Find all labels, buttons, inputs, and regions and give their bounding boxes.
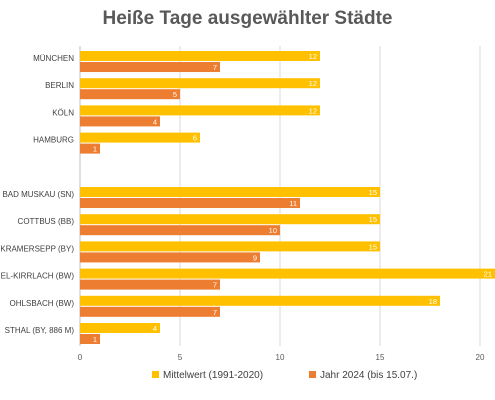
bar-jahr-2024	[80, 279, 220, 290]
category-label: EL-KIRRLACH (BW)	[1, 272, 75, 281]
data-label: 7	[213, 63, 217, 72]
data-label: 12	[309, 106, 317, 115]
category-label: MÜNCHEN	[33, 54, 74, 63]
x-tick-label: 0	[78, 353, 83, 362]
legend-label: Jahr 2024 (bis 15.07.)	[320, 370, 417, 381]
bar-mittelwert	[80, 268, 495, 279]
category-label: KÖLN	[52, 108, 74, 117]
bar-jahr-2024	[80, 198, 300, 208]
data-label: 12	[309, 52, 317, 61]
bar-jahr-2024	[80, 334, 100, 344]
data-label: 7	[213, 308, 217, 317]
data-label: 1	[93, 335, 97, 344]
bar-mittelwert	[80, 241, 380, 252]
legend-label: Mittelwert (1991-2020)	[163, 370, 263, 381]
data-label: 5	[173, 90, 177, 99]
data-label: 1	[93, 145, 97, 154]
x-tick-label: 20	[476, 353, 485, 362]
bar-jahr-2024	[80, 62, 220, 72]
bar-mittelwert	[80, 51, 320, 61]
data-label: 21	[484, 270, 492, 279]
x-tick-label: 10	[276, 353, 285, 362]
category-label: STHAL (BY, 886 M)	[5, 326, 75, 335]
data-label: 6	[193, 134, 197, 143]
bar-mittelwert	[80, 105, 320, 116]
category-label: BERLIN	[45, 81, 74, 90]
data-label: 10	[269, 226, 277, 235]
category-label: HAMBURG	[33, 136, 74, 145]
data-label: 15	[369, 242, 377, 251]
legend-swatch	[309, 371, 316, 378]
bar-jahr-2024	[80, 252, 260, 263]
bar-mittelwert	[80, 187, 380, 197]
bar-mittelwert	[80, 214, 380, 225]
bar-jahr-2024	[80, 116, 160, 127]
bar-jahr-2024	[80, 306, 220, 317]
bar-mittelwert	[80, 323, 160, 333]
category-label: OHLSBACH (BW)	[10, 299, 75, 308]
bar-mittelwert	[80, 295, 440, 306]
bar-mittelwert	[80, 78, 320, 89]
data-label: 15	[369, 215, 377, 224]
x-tick-label: 5	[178, 353, 183, 362]
category-label: COTTBUS (BB)	[18, 217, 75, 226]
data-label: 18	[429, 297, 437, 306]
data-label: 12	[309, 79, 317, 88]
data-label: 7	[213, 281, 217, 290]
data-label: 4	[153, 117, 157, 126]
legend-swatch	[152, 371, 159, 378]
bar-mittelwert	[80, 132, 200, 143]
chart-title: Heiße Tage ausgewählter Städte	[102, 8, 393, 29]
category-label: BAD MUSKAU (SN)	[2, 190, 74, 199]
data-label: 11	[289, 199, 297, 208]
data-label: 4	[153, 324, 157, 333]
x-tick-label: 15	[376, 353, 385, 362]
category-label: -KRAMERSEPP (BY)	[0, 244, 74, 253]
data-label: 9	[253, 253, 257, 262]
bar-jahr-2024	[80, 225, 280, 236]
data-label: 15	[369, 188, 377, 197]
bar-jahr-2024	[80, 143, 100, 154]
bar-jahr-2024	[80, 89, 180, 100]
